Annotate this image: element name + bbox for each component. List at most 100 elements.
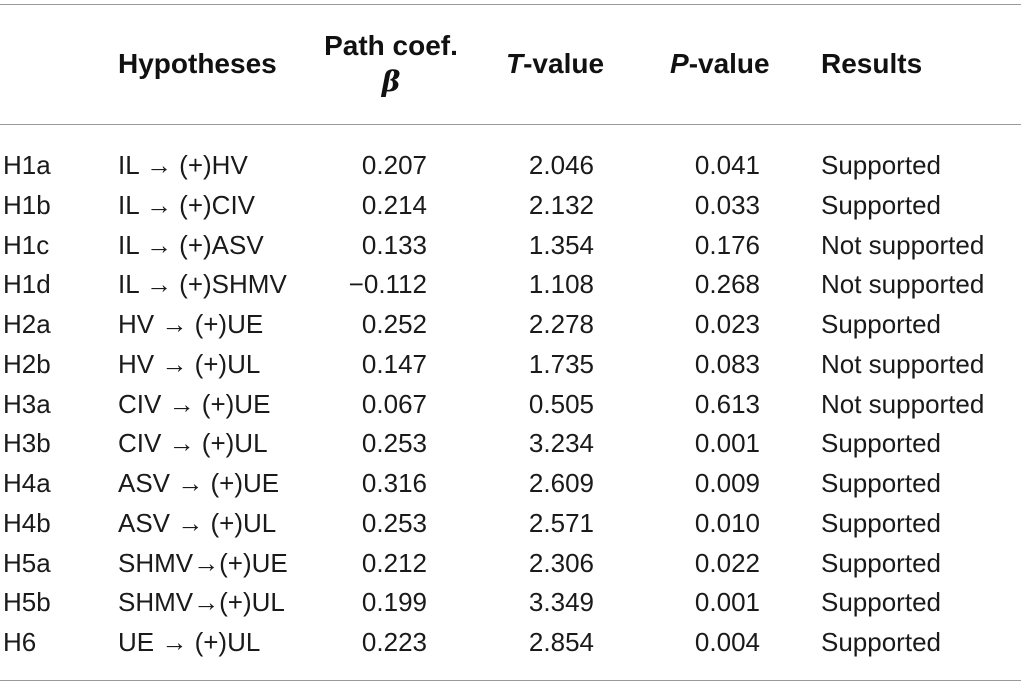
p-value-cell: 0.010 [694, 507, 760, 538]
hypothesis-id-cell: H1b [3, 189, 51, 220]
hypothesis-id-cell: H2b [3, 348, 51, 379]
header-results: Results [821, 48, 923, 79]
hypothesis-id-cell: H6 [3, 627, 37, 657]
result-cell: Supported [821, 627, 941, 657]
hypothesis-cell: SHMV→(+)UE [118, 547, 288, 578]
header-p-letter: P [670, 48, 689, 79]
path-coef-cell: 0.253 [361, 507, 427, 538]
header-p-suffix: -value [688, 48, 770, 79]
result-cell: Not supported [821, 229, 985, 260]
table-row: H6 UE → (+)UL 0.223 2.854 0.004 Supported [0, 622, 1021, 662]
p-value-cell: 0.001 [694, 428, 760, 459]
path-coef-cell: 0.214 [361, 189, 427, 220]
result-cell: Not supported [821, 269, 985, 300]
hypothesis-cell: CIV → (+)UE [118, 388, 271, 419]
t-value-cell: 1.354 [528, 229, 594, 260]
t-value-cell: 3.349 [528, 587, 594, 618]
table-row: H1d IL → (+)SHMV −0.112 1.108 0.268 Not suppo… [0, 264, 1021, 304]
p-value-cell: 0.004 [694, 627, 760, 657]
table-row: H3a CIV → (+)UE 0.067 0.505 0.613 Not support… [0, 384, 1021, 424]
p-value-cell: 0.022 [694, 547, 760, 578]
p-value-cell: 0.023 [694, 309, 760, 339]
header-p-value: P-value [670, 48, 770, 118]
hypothesis-cell: SHMV→(+)UL [118, 587, 285, 618]
p-value-cell: 0.041 [694, 150, 760, 180]
t-value-cell: 0.505 [528, 388, 594, 419]
path-coef-cell: 0.147 [361, 348, 427, 379]
table-row: H4b ASV → (+)UL 0.253 2.571 0.010 Supported [0, 503, 1021, 543]
result-cell: Not supported [821, 388, 985, 419]
result-cell: Supported [821, 587, 941, 618]
result-cell: Supported [821, 189, 941, 220]
hypothesis-cell: UE → (+)UL [118, 627, 261, 657]
hypothesis-id-cell: H2a [3, 309, 51, 339]
p-value-cell: 0.033 [694, 189, 760, 220]
header-hypotheses: Hypotheses [118, 48, 277, 79]
result-cell: Supported [821, 507, 941, 538]
hypothesis-cell: ASV → (+)UL [118, 507, 277, 538]
table-row: H3b CIV → (+)UL 0.253 3.234 0.001 Supported [0, 423, 1021, 463]
result-cell: Supported [821, 547, 941, 578]
header-t-value: T-value [506, 48, 604, 118]
hypothesis-cell: HV → (+)UE [118, 309, 264, 339]
hypothesis-cell: IL → (+)SHMV [118, 269, 287, 300]
p-value-cell: 0.613 [694, 388, 760, 419]
table-top-rule [0, 4, 1021, 5]
table-row: H2a HV → (+)UE 0.252 2.278 0.023 Supported [0, 304, 1021, 344]
path-coef-cell: 0.212 [361, 547, 427, 578]
hypothesis-id-cell: H4a [3, 468, 51, 498]
table-row: H1b IL → (+)CIV 0.214 2.132 0.033 Supported [0, 185, 1021, 225]
hypothesis-id-cell: H4b [3, 507, 51, 538]
path-coef-cell: 0.067 [361, 388, 427, 419]
t-value-cell: 2.306 [528, 547, 594, 578]
t-value-cell: 3.234 [528, 428, 594, 459]
path-coef-cell: 0.223 [361, 627, 427, 657]
hypothesis-cell: IL → (+)HV [118, 150, 248, 180]
path-coef-cell: 0.316 [361, 468, 427, 498]
hypothesis-id-cell: H1a [3, 150, 51, 180]
hypothesis-id-cell: H5a [3, 547, 51, 578]
t-value-cell: 2.278 [528, 309, 594, 339]
t-value-cell: 2.571 [528, 507, 594, 538]
hypothesis-cell: IL → (+)ASV [118, 229, 264, 260]
table-bottom-rule [0, 680, 1021, 681]
hypothesis-id-cell: H3b [3, 428, 51, 459]
p-value-cell: 0.176 [694, 229, 760, 260]
path-coef-cell: 0.133 [361, 229, 427, 260]
p-value-cell: 0.268 [694, 269, 760, 300]
hypothesis-id-cell: H1d [3, 269, 51, 300]
t-value-cell: 2.046 [528, 150, 594, 180]
table-row: H1a IL → (+)HV 0.207 2.046 0.041 Supported [0, 145, 1021, 185]
hypothesis-cell: ASV → (+)UE [118, 468, 280, 498]
path-coef-cell: 0.253 [361, 428, 427, 459]
hypothesis-cell: IL → (+)CIV [118, 189, 256, 220]
p-value-cell: 0.083 [694, 348, 760, 379]
hypothesis-cell: HV → (+)UL [118, 348, 261, 379]
header-t-letter: T [506, 48, 524, 79]
path-coef-cell: 0.199 [361, 587, 427, 618]
path-coef-cell: −0.112 [348, 269, 427, 300]
header-beta-symbol: β [381, 65, 401, 98]
header-t-suffix: -value [523, 48, 605, 79]
hypothesis-id-cell: H1c [3, 229, 50, 260]
t-value-cell: 1.735 [528, 348, 594, 379]
result-cell: Supported [821, 468, 941, 498]
p-value-cell: 0.009 [694, 468, 760, 498]
result-cell: Supported [821, 150, 941, 180]
table-row: H5b SHMV→(+)UL 0.199 3.349 0.001 Supported [0, 582, 1021, 622]
t-value-cell: 2.854 [528, 627, 594, 657]
result-cell: Supported [821, 309, 941, 339]
path-coef-cell: 0.207 [361, 150, 427, 180]
header-separator-rule [0, 124, 1021, 125]
table-row: H2b HV → (+)UL 0.147 1.735 0.083 Not supporte… [0, 344, 1021, 384]
path-coef-cell: 0.252 [361, 309, 427, 339]
hypothesis-id-cell: H5b [3, 587, 51, 618]
p-value-cell: 0.001 [694, 587, 760, 618]
t-value-cell: 2.609 [528, 468, 594, 498]
table-row: H1c IL → (+)ASV 0.133 1.354 0.176 Not support… [0, 225, 1021, 265]
t-value-cell: 2.132 [528, 189, 594, 220]
hypothesis-cell: CIV → (+)UL [118, 428, 268, 459]
table-row: H4a ASV → (+)UE 0.316 2.609 0.009 Supported [0, 463, 1021, 503]
table-row: H5a SHMV→(+)UE 0.212 2.306 0.022 Supported [0, 543, 1021, 583]
header-path-coef: Path coef. β [300, 28, 482, 98]
